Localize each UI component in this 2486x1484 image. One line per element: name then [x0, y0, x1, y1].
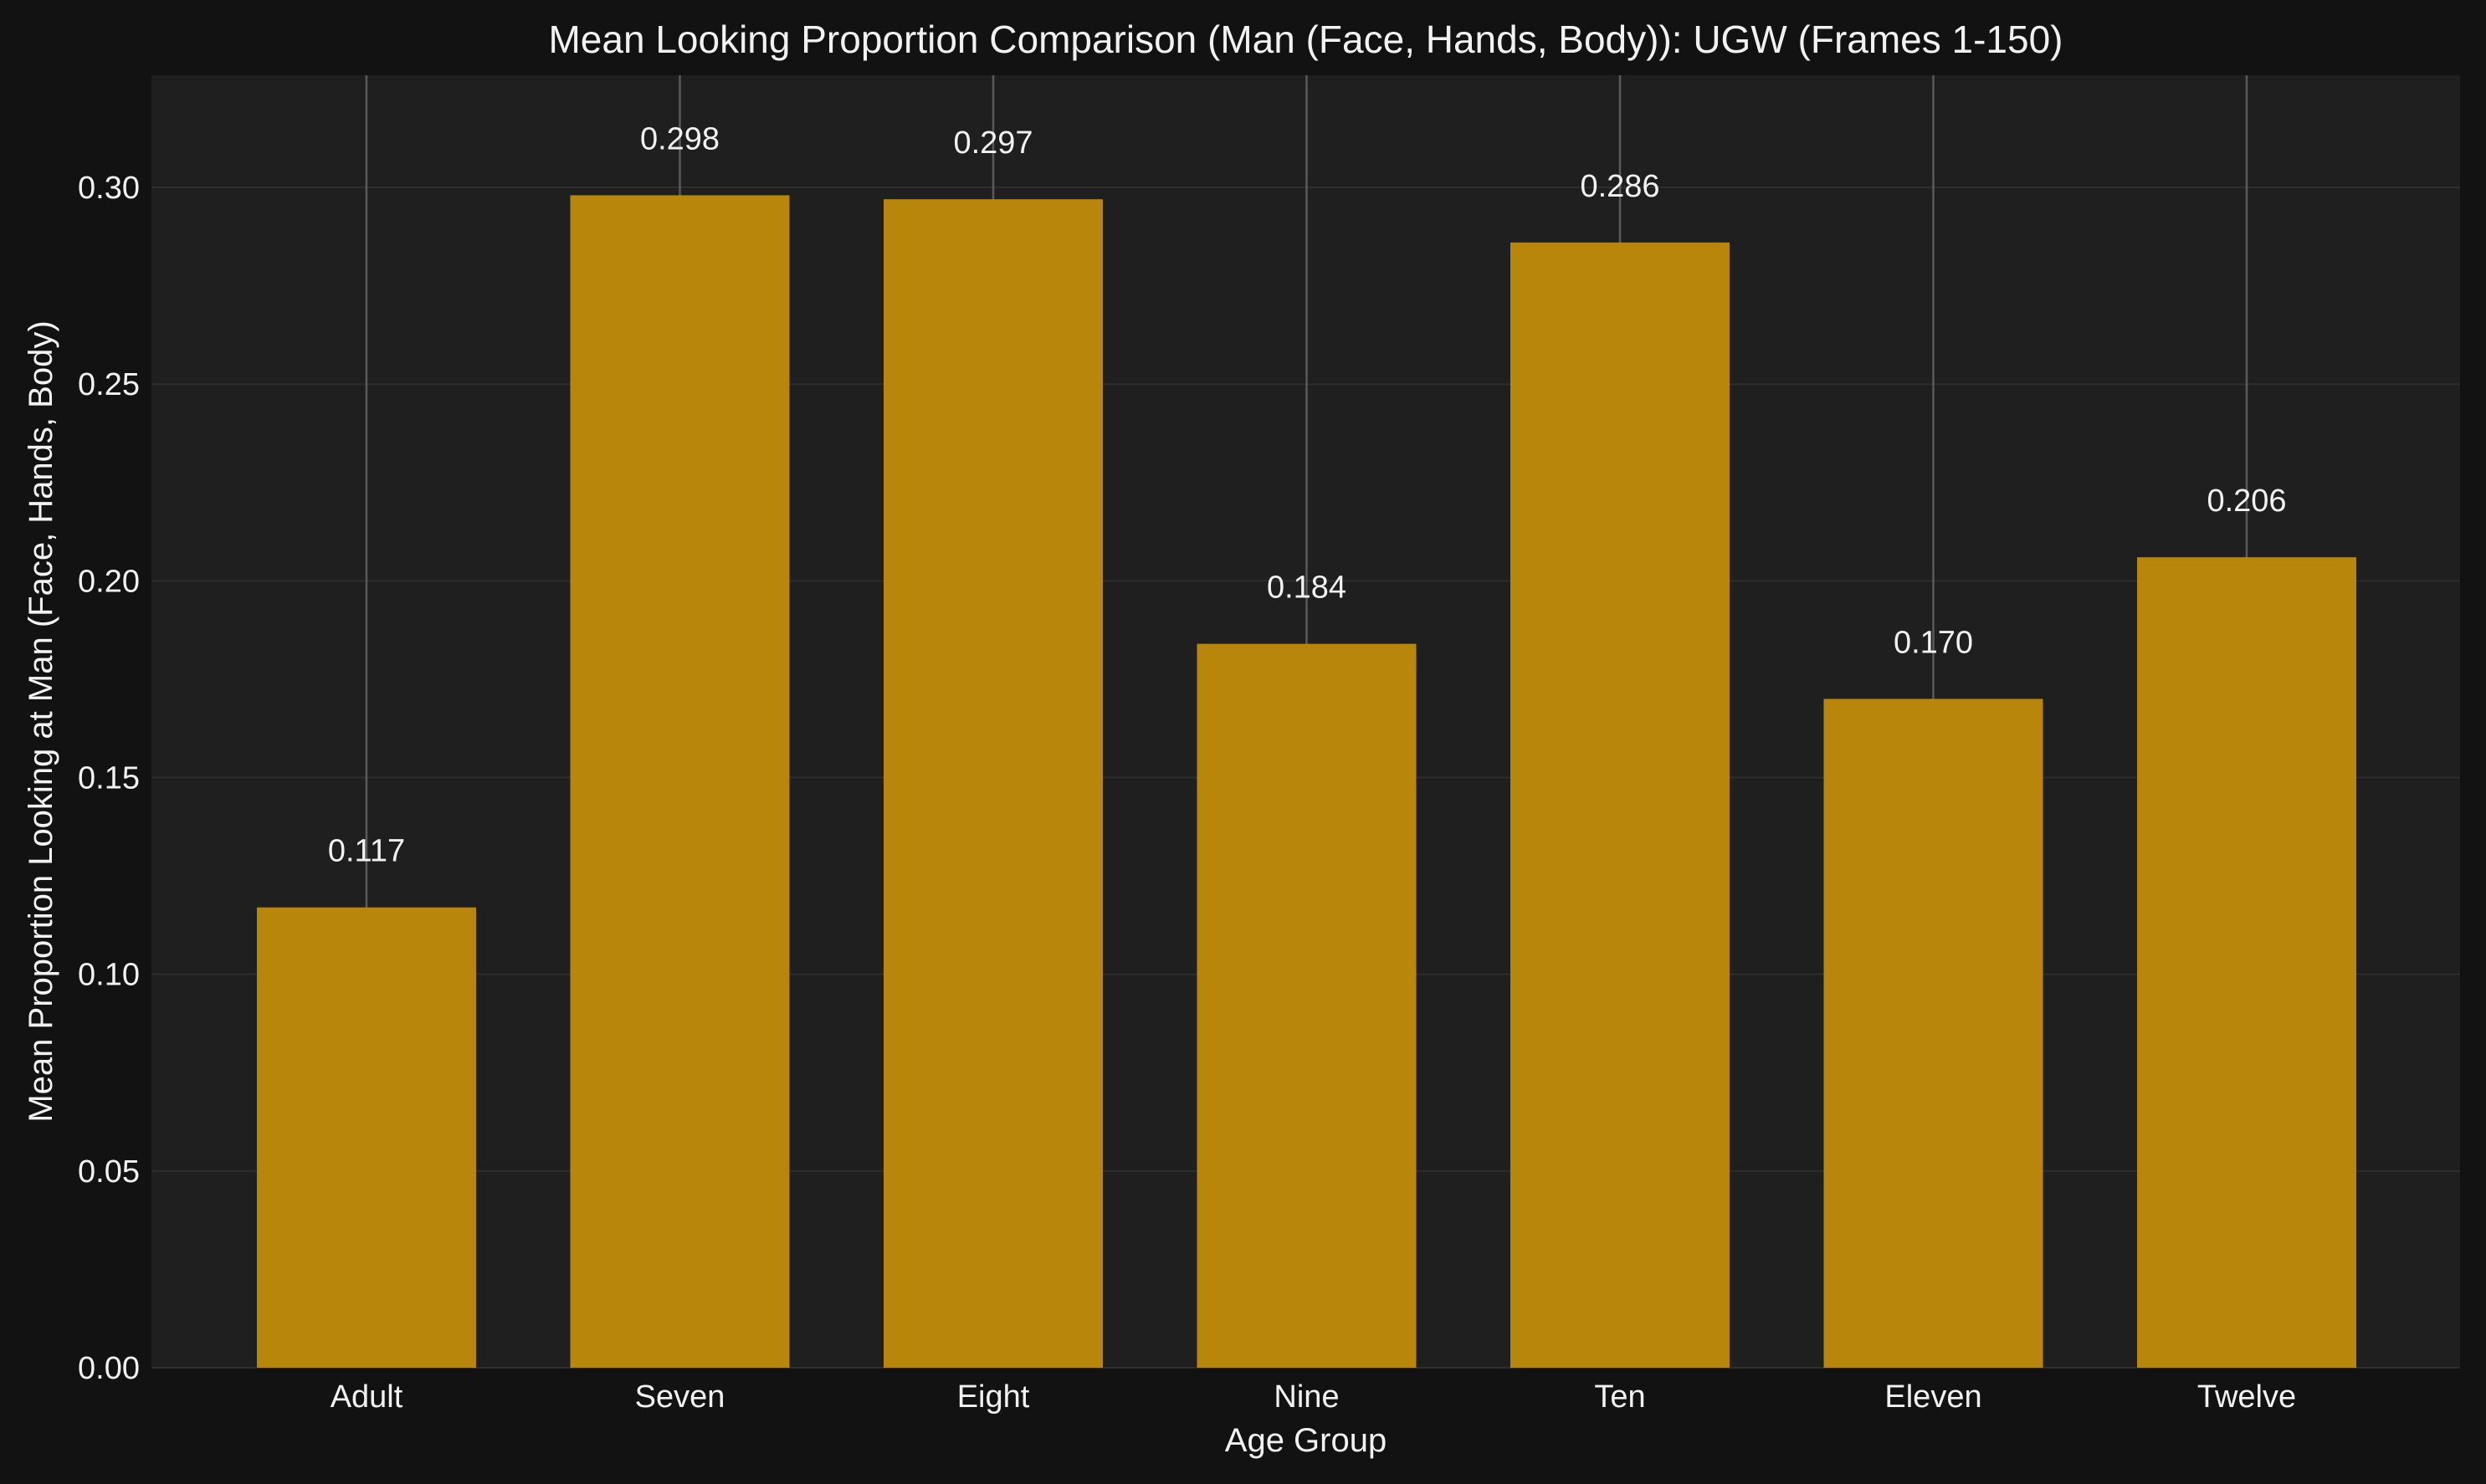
x-axis-label: Age Group	[1225, 1422, 1387, 1459]
bar-adult	[257, 907, 476, 1368]
bar-nine	[1197, 643, 1417, 1368]
bar-eight	[884, 199, 1103, 1369]
x-tick-label: Adult	[331, 1379, 403, 1415]
x-tick-label: Ten	[1594, 1379, 1645, 1415]
data-label: 0.117	[328, 834, 405, 869]
data-label: 0.297	[953, 125, 1033, 161]
chart-title: Mean Looking Proportion Comparison (Man …	[548, 18, 2063, 61]
x-tick-label: Twelve	[2197, 1379, 2296, 1415]
x-axis-ticks: Adult Seven Eight Nine Ten Eleven Twelve	[331, 1379, 2296, 1415]
data-label: 0.298	[640, 121, 720, 156]
y-tick-label: 0.00	[78, 1351, 140, 1386]
bar-ten	[1510, 242, 1730, 1368]
data-label: 0.206	[2207, 484, 2286, 519]
y-tick-label: 0.10	[78, 958, 140, 993]
bars	[257, 195, 2356, 1369]
data-label: 0.286	[1580, 169, 1659, 204]
x-tick-label: Nine	[1274, 1379, 1339, 1415]
y-tick-label: 0.05	[78, 1154, 140, 1190]
x-tick-label: Eight	[957, 1379, 1030, 1415]
y-axis-ticks: 0.00 0.05 0.10 0.15 0.20 0.25 0.30	[78, 171, 140, 1386]
x-tick-label: Eleven	[1884, 1379, 1981, 1415]
y-tick-label: 0.25	[78, 367, 140, 402]
y-axis-label: Mean Proportion Looking at Man (Face, Ha…	[23, 320, 59, 1122]
bar-eleven	[1823, 699, 2043, 1368]
y-tick-label: 0.15	[78, 761, 140, 796]
y-tick-label: 0.20	[78, 564, 140, 599]
bar-twelve	[2137, 557, 2356, 1368]
data-label: 0.184	[1267, 571, 1346, 606]
data-label: 0.170	[1894, 625, 1973, 660]
bar-seven	[570, 195, 790, 1368]
y-tick-label: 0.30	[78, 171, 140, 206]
value-labels: 0.117 0.298 0.297 0.184 0.286 0.170 0.206	[328, 121, 2287, 868]
x-tick-label: Seven	[635, 1379, 725, 1415]
